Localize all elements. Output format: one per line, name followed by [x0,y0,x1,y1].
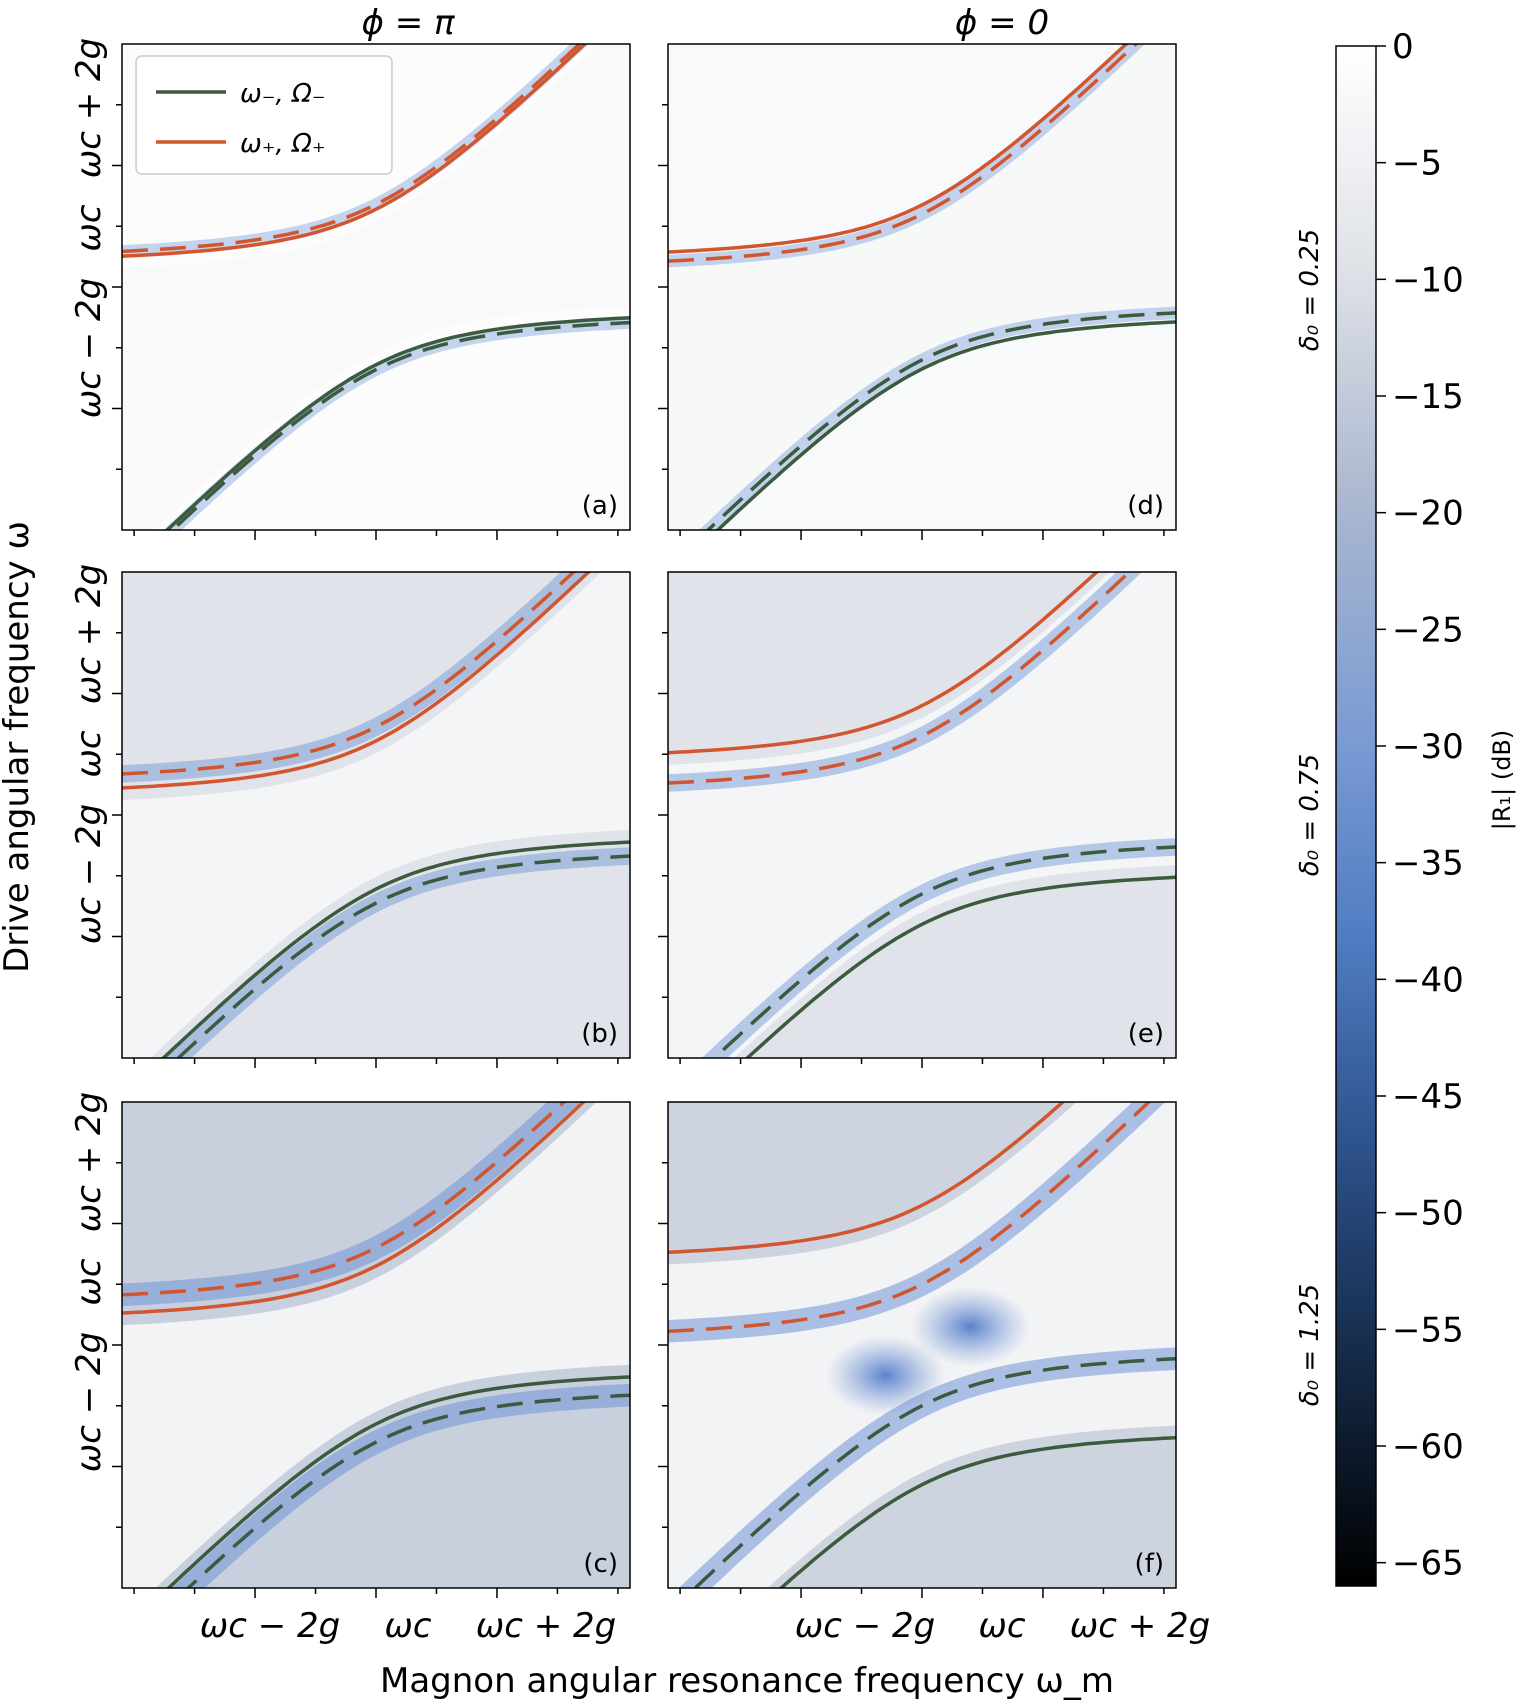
series-line-upper-dashed [668,572,1133,785]
y-tick-labels-row-3: ωc − 2g ωc ωc + 2g [69,1092,109,1472]
colorbar-tick-label: −45 [1392,1077,1464,1117]
series-line-lower-solid [778,1435,1176,1588]
y-tick-label: ωc − 2g [69,804,109,944]
x-tick-label: ωc [978,1606,1025,1646]
series-line-upper-dashed [668,1102,1152,1334]
series-line-upper-dashed [122,572,577,776]
panel-f: (f) [658,1101,1177,1598]
y-tick-labels-row-2: ωc − 2g ωc ωc + 2g [69,564,109,944]
heatmap-layer [122,572,630,1058]
series-line-lower-solid [164,315,630,530]
panel-c: (c) [112,1101,631,1598]
x-axis-title: Magnon angular resonance frequency ω_m [380,1661,1114,1701]
legend-label-plus: ω₊, Ω₊ [240,129,326,159]
colorbar-tick-label: −55 [1392,1310,1464,1350]
series-line-upper-solid [668,572,1100,755]
low-reflection-region [122,44,630,530]
panel-label: (f) [1135,1549,1164,1579]
colorbar-tick-label: −10 [1392,260,1464,300]
panel-b: (b) [112,571,631,1068]
y-tick-label: ωc − 2g [69,1332,109,1472]
colorbar-tick-label: 0 [1392,27,1414,67]
series-line-lower-dashed [169,320,630,530]
series-line-lower-dashed [705,311,1176,530]
panel-d: (d) [658,43,1177,540]
colorbar-label: |R₁| (dB) [1488,730,1516,831]
x-tick-label: ωc + 2g [1070,1606,1210,1646]
low-reflection-region [122,1102,630,1588]
panel-label: (a) [582,491,618,521]
series-line-upper-solid [668,44,1129,254]
x-tick-label: ωc [384,1606,431,1646]
series-line-upper-dashed [122,44,583,254]
column-title-phi-pi: ϕ = π [361,3,455,43]
heatmap-layer [122,1102,630,1588]
x-tick-label: ωc − 2g [200,1606,340,1646]
series-line-lower-solid [166,1375,630,1588]
y-tick-labels-row-1: ωc − 2g ωc ωc + 2g [69,38,109,418]
colorbar-tick-label: −25 [1392,610,1464,650]
colorbar-tick-label: −65 [1392,1544,1464,1584]
x-tick-label: ωc − 2g [795,1606,935,1646]
colorbar-tick-label: −20 [1392,494,1464,534]
legend: ω₋, Ω₋ ω₊, Ω₊ [135,55,393,175]
y-tick-label: ωc + 2g [69,38,109,178]
heatmap-layer [668,1102,1176,1588]
dark-minimum [910,1286,1031,1367]
row-label-delta-0-75: δ₀ = 0.75 [1295,754,1325,877]
colorbar-tick-label: −15 [1392,377,1464,417]
series-line-lower-dashed [175,854,630,1058]
low-reflection-region [122,572,630,1058]
series-line-lower-dashed [185,1393,630,1588]
series-line-upper-solid [122,572,592,790]
series-line-upper-dashed [668,44,1139,263]
series-line-lower-solid [160,840,630,1058]
series-line-lower-dashed [712,845,1176,1058]
panel-label: (b) [581,1019,618,1049]
row-label-delta-1-25: δ₀ = 1.25 [1295,1284,1325,1407]
colorbar-gradient [1335,45,1377,1587]
series-line-upper-solid [122,1102,587,1315]
y-axis-title: Drive angular frequency ω [0,521,37,973]
x-tick-labels-left: ωc − 2g ωc ωc + 2g [200,1606,616,1646]
low-reflection-region [668,44,1176,530]
y-tick-label: ωc [69,730,109,777]
y-tick-label: ωc + 2g [69,564,109,704]
series-line-lower-solid [715,320,1176,530]
heatmap-layer [668,572,1176,1058]
x-tick-labels-right: ωc − 2g ωc ωc + 2g [795,1606,1210,1646]
colorbar-tick-label: −5 [1392,144,1442,184]
panel-e: (e) [658,571,1177,1068]
legend-label-minus: ω₋, Ω₋ [240,79,326,109]
dark-minimum [825,1335,946,1416]
panel-label: (e) [1128,1019,1164,1049]
row-label-delta-0-25: δ₀ = 0.25 [1295,229,1325,352]
series-line-upper-dashed [122,1102,567,1297]
legend-box [135,55,393,175]
colorbar-tick-label: −50 [1392,1194,1464,1234]
series-line-lower-solid [744,875,1176,1058]
low-reflection-region [668,572,1176,1058]
panel-label: (d) [1127,491,1164,521]
colorbar: 0−5−10−15−20−25−30−35−40−45−50−55−60−65 … [1335,27,1516,1587]
colorbar-tick-label: −60 [1392,1427,1464,1467]
colorbar-tick-label: −35 [1392,844,1464,884]
y-tick-label: ωc + 2g [69,1092,109,1232]
column-title-phi-0: ϕ = 0 [955,3,1049,43]
y-tick-label: ωc [69,204,109,251]
x-tick-label: ωc + 2g [476,1606,616,1646]
colorbar-tick-label: −30 [1392,727,1464,767]
series-line-upper-solid [668,1102,1066,1255]
series-line-upper-solid [122,44,588,259]
heatmap-layer [668,44,1176,530]
y-tick-label: ωc [69,1258,109,1305]
panel-label: (c) [583,1549,618,1579]
colorbar-tick-label: −40 [1392,960,1464,1000]
series-line-lower-dashed [692,1356,1176,1588]
y-tick-label: ωc − 2g [69,278,109,418]
panels: (a) (b) (c) (d) (e) (f) [112,43,1177,1598]
heatmap-layer [122,44,630,530]
colorbar-ticks: 0 −5 −10 −15 −20 −25 −30 −35 −40 −45 −50 −55 −60 −65 [1376,27,1464,1584]
